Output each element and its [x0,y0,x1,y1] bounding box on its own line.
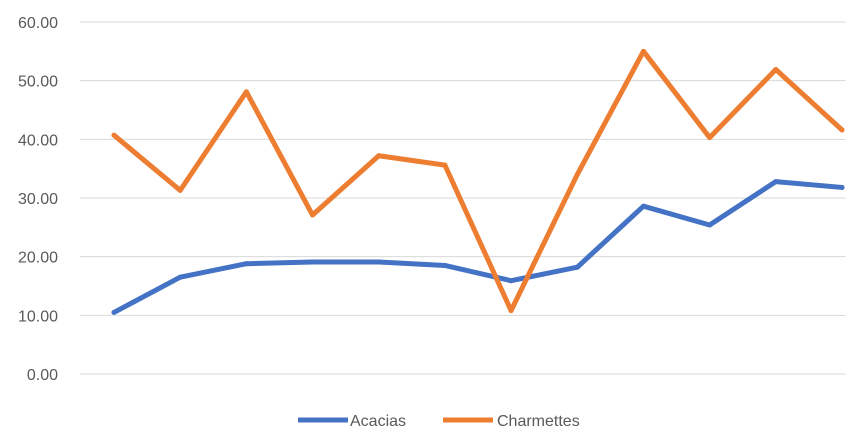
y-tick-label: 10.00 [18,308,58,325]
data-point-charmettes [111,132,117,138]
legend-label-acacias: Acacias [350,413,406,430]
data-point-acacias [574,264,580,270]
data-point-charmettes [177,187,183,193]
data-point-acacias [442,262,448,268]
data-point-acacias [839,184,845,190]
gridlines [80,21,846,375]
y-tick-label: 40.00 [18,132,58,149]
data-point-acacias [177,274,183,280]
data-point-charmettes [707,135,713,141]
y-axis-tick-labels: 0.00 10.00 20.00 30.00 40.00 50.00 60.00 [18,15,58,384]
series-lines [111,48,845,315]
y-tick-label: 0.00 [27,367,58,384]
data-point-charmettes [773,67,779,73]
data-point-charmettes [310,212,316,218]
data-point-charmettes [508,308,514,314]
data-point-charmettes [376,153,382,159]
legend: Acacias Charmettes [298,413,580,430]
y-tick-label: 20.00 [18,250,58,267]
series-line-charmettes [111,48,845,314]
data-point-acacias [111,309,117,315]
data-point-acacias [243,261,249,267]
series-line-acacias [111,179,845,315]
data-point-acacias [640,203,646,209]
y-tick-label: 30.00 [18,191,58,208]
data-point-charmettes [243,89,249,95]
data-point-acacias [773,179,779,185]
legend-label-charmettes: Charmettes [497,413,580,430]
y-tick-label: 60.00 [18,15,58,32]
y-tick-label: 50.00 [18,74,58,91]
data-point-acacias [310,259,316,265]
data-point-acacias [707,222,713,228]
data-point-acacias [508,278,514,284]
data-point-charmettes [839,127,845,133]
data-point-charmettes [574,172,580,178]
data-point-charmettes [442,162,448,168]
data-point-charmettes [640,48,646,54]
data-point-acacias [376,259,382,265]
